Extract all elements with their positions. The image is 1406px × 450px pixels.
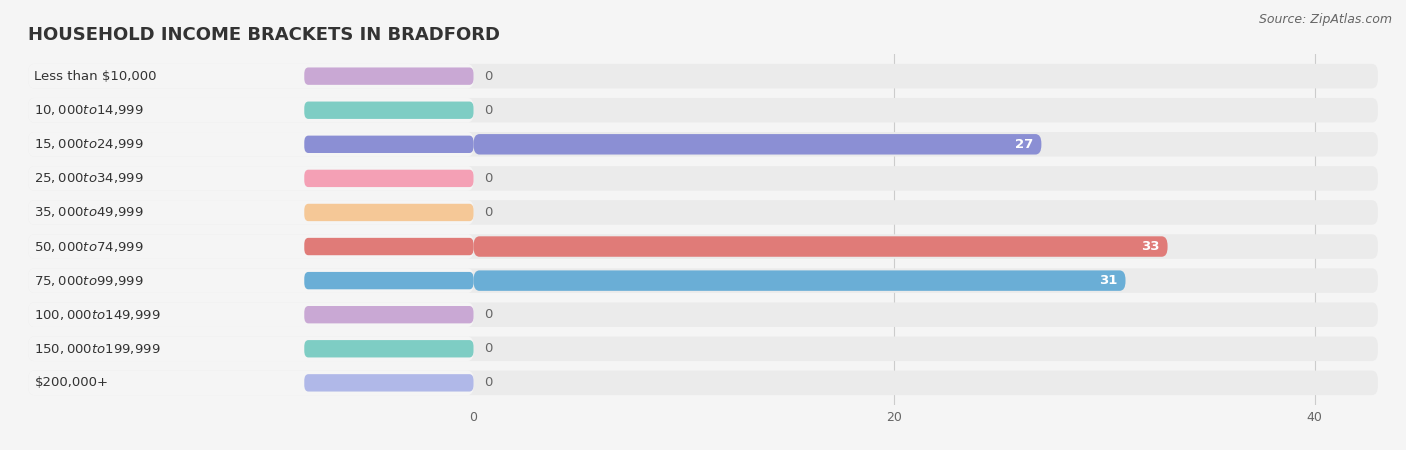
FancyBboxPatch shape <box>28 234 474 259</box>
FancyBboxPatch shape <box>28 200 474 225</box>
Text: 0: 0 <box>484 104 492 117</box>
FancyBboxPatch shape <box>28 268 474 293</box>
FancyBboxPatch shape <box>304 102 474 119</box>
FancyBboxPatch shape <box>304 204 474 221</box>
FancyBboxPatch shape <box>28 64 1378 88</box>
FancyBboxPatch shape <box>28 337 474 361</box>
FancyBboxPatch shape <box>304 272 474 289</box>
FancyBboxPatch shape <box>28 132 474 157</box>
FancyBboxPatch shape <box>304 135 474 153</box>
Text: 33: 33 <box>1140 240 1159 253</box>
FancyBboxPatch shape <box>28 234 1378 259</box>
Text: 27: 27 <box>1015 138 1033 151</box>
FancyBboxPatch shape <box>304 68 474 85</box>
FancyBboxPatch shape <box>28 371 1378 395</box>
FancyBboxPatch shape <box>304 374 474 392</box>
FancyBboxPatch shape <box>304 340 474 357</box>
FancyBboxPatch shape <box>28 166 1378 191</box>
Text: $10,000 to $14,999: $10,000 to $14,999 <box>34 103 143 117</box>
FancyBboxPatch shape <box>304 170 474 187</box>
Text: $25,000 to $34,999: $25,000 to $34,999 <box>34 171 143 185</box>
FancyBboxPatch shape <box>474 134 1042 154</box>
FancyBboxPatch shape <box>474 270 1126 291</box>
Text: 0: 0 <box>484 376 492 389</box>
Text: $15,000 to $24,999: $15,000 to $24,999 <box>34 137 143 151</box>
Text: 0: 0 <box>484 70 492 83</box>
FancyBboxPatch shape <box>28 302 474 327</box>
FancyBboxPatch shape <box>28 268 1378 293</box>
FancyBboxPatch shape <box>474 236 1167 257</box>
Text: $35,000 to $49,999: $35,000 to $49,999 <box>34 206 143 220</box>
FancyBboxPatch shape <box>28 132 1378 157</box>
Text: 0: 0 <box>484 206 492 219</box>
FancyBboxPatch shape <box>304 306 474 324</box>
FancyBboxPatch shape <box>28 98 474 122</box>
FancyBboxPatch shape <box>28 64 474 88</box>
Text: Source: ZipAtlas.com: Source: ZipAtlas.com <box>1258 14 1392 27</box>
Text: $100,000 to $149,999: $100,000 to $149,999 <box>34 308 160 322</box>
Text: $75,000 to $99,999: $75,000 to $99,999 <box>34 274 143 288</box>
FancyBboxPatch shape <box>28 371 474 395</box>
FancyBboxPatch shape <box>28 302 1378 327</box>
Text: $150,000 to $199,999: $150,000 to $199,999 <box>34 342 160 356</box>
Text: HOUSEHOLD INCOME BRACKETS IN BRADFORD: HOUSEHOLD INCOME BRACKETS IN BRADFORD <box>28 26 501 44</box>
Text: 0: 0 <box>484 342 492 355</box>
FancyBboxPatch shape <box>28 337 1378 361</box>
Text: $200,000+: $200,000+ <box>34 376 108 389</box>
FancyBboxPatch shape <box>304 238 474 255</box>
Text: $50,000 to $74,999: $50,000 to $74,999 <box>34 239 143 253</box>
Text: 0: 0 <box>484 308 492 321</box>
FancyBboxPatch shape <box>28 98 1378 122</box>
Text: 0: 0 <box>484 172 492 185</box>
FancyBboxPatch shape <box>28 166 474 191</box>
Text: 31: 31 <box>1098 274 1118 287</box>
FancyBboxPatch shape <box>28 200 1378 225</box>
Text: Less than $10,000: Less than $10,000 <box>34 70 157 83</box>
